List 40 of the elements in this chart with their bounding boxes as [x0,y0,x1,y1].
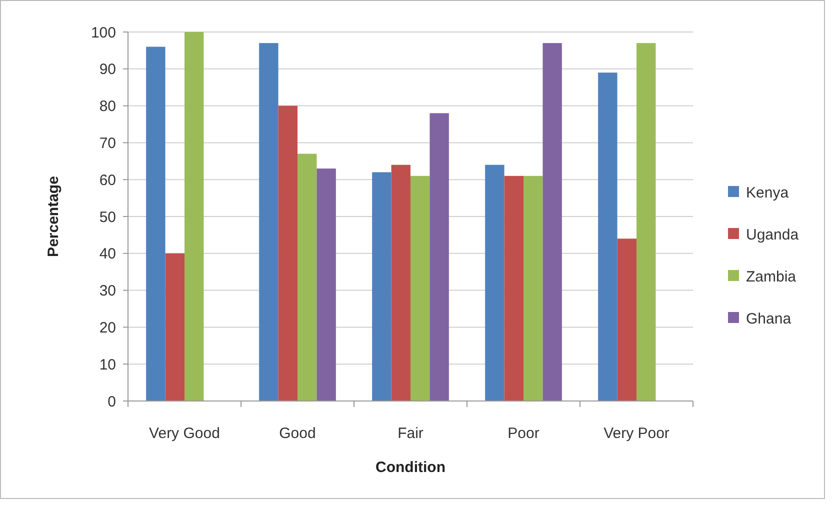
y-tick-label: 90 [99,61,116,78]
legend-label: Zambia [746,268,797,286]
bar [524,176,543,401]
y-tick-label: 40 [99,246,116,263]
bar [430,113,449,401]
y-tick-label: 70 [99,134,116,152]
x-tick-label: Poor [508,425,540,442]
bar [617,238,636,401]
bar [485,164,504,401]
bar [391,164,410,401]
bar [278,106,298,401]
bar [259,43,278,401]
bar [372,172,392,401]
x-axis-title: Condition [376,459,446,476]
bar [165,253,184,401]
bar [316,168,336,401]
legend-label: Kenya [746,184,790,202]
bar [184,32,204,401]
y-tick-label: 30 [99,282,116,300]
bar [298,154,317,401]
bar [410,176,430,401]
x-tick-label: Fair [398,425,424,442]
legend-label: Uganda [746,226,800,244]
y-tick-label: 20 [99,319,116,336]
bar [636,43,656,401]
bar [146,46,166,401]
y-tick-label: 80 [99,98,116,116]
bar [598,72,618,401]
x-tick-label: Good [279,425,316,442]
x-tick-label: Very Good [149,425,220,442]
y-tick-label: 10 [99,356,116,374]
y-tick-label: 60 [99,172,116,189]
x-tick-label: Very Poor [604,425,670,442]
y-tick-label: 100 [90,24,116,42]
bar [504,176,524,401]
y-tick-label: 50 [99,208,116,226]
y-axis-title: Percentage [45,176,62,257]
legend-label: Ghana [746,310,792,328]
bar [542,43,562,401]
y-tick-label: 0 [108,393,116,410]
